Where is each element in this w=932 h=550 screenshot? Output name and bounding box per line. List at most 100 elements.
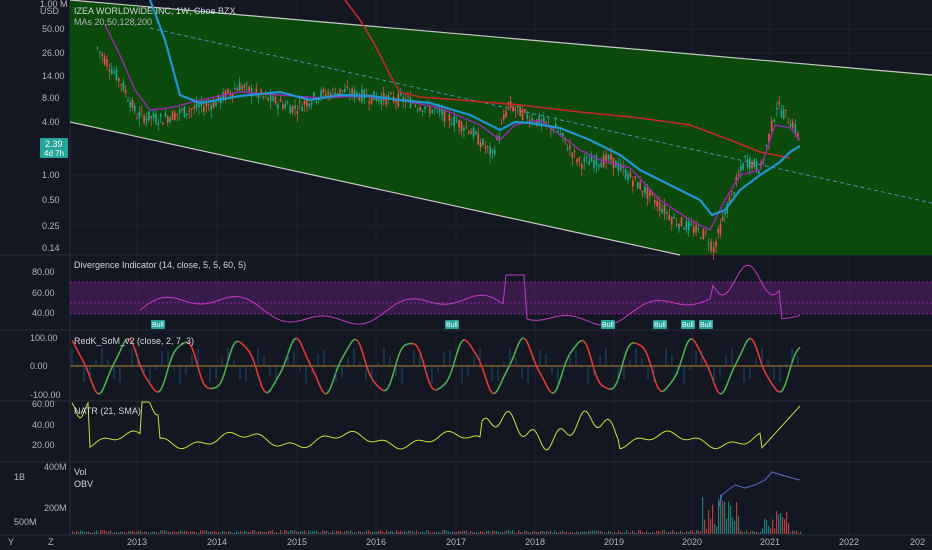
volume-bar (532, 531, 534, 534)
ma-purple-line[interactable] (104, 24, 801, 231)
redk-segment (287, 347, 291, 355)
redk-segment (545, 384, 549, 389)
volume-bar (176, 531, 178, 534)
volume-bar (264, 532, 266, 534)
volume-bar (780, 513, 782, 534)
redk-segment (355, 338, 359, 342)
volume-bar (332, 530, 334, 534)
redk-segment (461, 339, 465, 342)
volume-bar (550, 530, 552, 534)
candle-body (188, 110, 191, 112)
volume-bar (396, 530, 398, 534)
redk-segment (101, 386, 105, 392)
redk-segment (529, 348, 533, 355)
volume-bar (742, 532, 744, 534)
volume-bar (760, 531, 762, 534)
candle-body (578, 157, 581, 161)
volume-bar (580, 532, 582, 534)
redk-segment (731, 367, 735, 373)
candle-body (277, 104, 279, 109)
redk-segment (119, 346, 123, 352)
trend-channel-fill[interactable] (70, 0, 932, 255)
redk-segment (259, 380, 263, 388)
channel-lower-line[interactable] (69, 121, 681, 256)
volume-bar (518, 530, 520, 534)
redk-segment (497, 384, 501, 390)
volume-bar (508, 530, 510, 534)
redk-segment (79, 354, 83, 360)
volume-bar (454, 532, 456, 534)
volume-bar (672, 530, 674, 534)
divergence-line[interactable] (139, 264, 801, 326)
redk-segment (203, 383, 207, 388)
volume-bar (466, 530, 468, 534)
ma-blue-line[interactable] (148, 0, 801, 217)
volume-bar (342, 532, 344, 534)
redk-segment (417, 347, 421, 353)
ma-red-line[interactable] (344, 0, 791, 159)
volume-bar (196, 532, 198, 534)
redk-segment (269, 387, 273, 391)
time-axis-tick: 202 (910, 537, 925, 547)
volume-bar (132, 530, 134, 534)
candle-body (770, 120, 773, 131)
redk-segment (569, 350, 573, 355)
volume-bar (794, 531, 796, 534)
volume-bar (120, 531, 122, 534)
volume-bar (172, 531, 174, 534)
channel-mid-line[interactable] (149, 27, 932, 204)
redk-segment (771, 383, 775, 388)
redk-segment (373, 381, 377, 385)
candle-body (697, 227, 700, 229)
candle-body (776, 108, 778, 110)
candle-body (424, 106, 426, 110)
time-axis[interactable]: 2013 2014 2015 2016 2017 2018 2019 2020 2021 2022… (127, 537, 925, 547)
volume-bar (686, 531, 688, 534)
volume-bar (374, 531, 376, 534)
volume-bar (472, 532, 474, 534)
volume-bar (348, 531, 350, 534)
price-axis[interactable]: 50.00 26.00 14.00 8.00 4.00 1.00 0.50 0.25 0.14 (42, 24, 65, 253)
candle-body (685, 221, 688, 230)
channel-upper-line[interactable] (69, 0, 932, 76)
volume-bar (74, 532, 76, 534)
volume-bar (404, 530, 406, 534)
natr-line[interactable] (71, 401, 801, 451)
redk-segment (467, 341, 471, 346)
volume-bar (618, 530, 620, 534)
redk-segment (533, 359, 537, 366)
redk-segment (339, 358, 343, 363)
redk-segment (331, 377, 335, 385)
volume-bar (254, 530, 256, 534)
volume-bar (102, 530, 104, 534)
bull-tag-label: Bull (682, 322, 694, 329)
candle-body (512, 106, 514, 112)
redk-segment (189, 343, 193, 349)
obv-line[interactable] (717, 471, 801, 511)
volume-bar (528, 532, 530, 534)
currency-label: USD (40, 6, 60, 16)
volume-bar (546, 530, 548, 534)
volume-bar (72, 531, 74, 534)
z-scale-toggle[interactable]: Z (48, 537, 54, 547)
redk-segment (679, 358, 683, 365)
volume-bar (94, 531, 96, 534)
volume-bar (246, 531, 248, 534)
volume-bar (522, 532, 524, 534)
candle-body (120, 84, 122, 86)
redk-segment (543, 380, 547, 385)
volume-bar (274, 532, 276, 534)
volume-bar (360, 531, 362, 534)
redk-segment (283, 359, 287, 366)
volume-bar (494, 531, 496, 534)
candle-body (683, 228, 685, 230)
volume-bar (372, 531, 374, 534)
volume-bar (554, 530, 556, 534)
volume-bar (542, 530, 544, 534)
volume-bar (338, 531, 340, 534)
volume-bar (200, 530, 202, 534)
redk-segment (745, 339, 749, 344)
y-scale-toggle[interactable]: Y (8, 537, 14, 547)
redk-segment (603, 386, 607, 389)
